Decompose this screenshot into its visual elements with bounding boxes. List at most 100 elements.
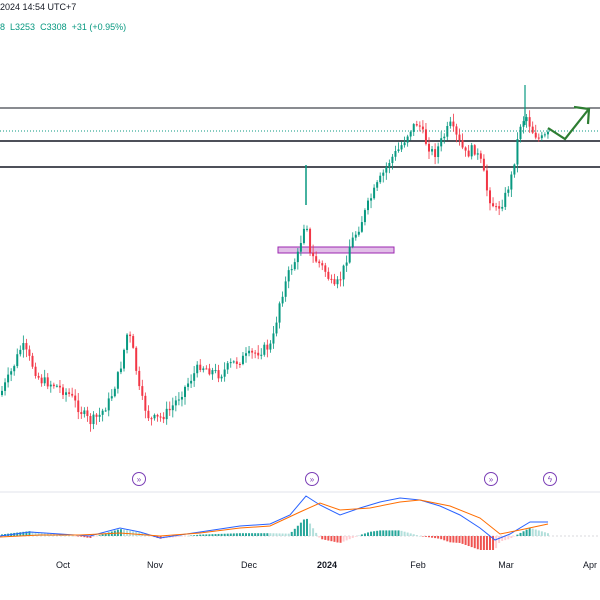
candle-body xyxy=(28,349,31,356)
candle-body xyxy=(119,368,122,373)
candle-body xyxy=(336,279,339,285)
candle-body xyxy=(376,182,379,188)
ohlc-tail: 8 xyxy=(0,22,6,32)
candle-body xyxy=(184,386,186,397)
candle-body xyxy=(245,353,247,356)
histogram-bar xyxy=(324,536,327,540)
event-marker-2[interactable]: » xyxy=(305,472,319,486)
candle-body xyxy=(162,416,165,420)
event-marker-3[interactable]: » xyxy=(484,472,498,486)
candle-body xyxy=(452,121,455,127)
event-marker-4[interactable]: ϟ xyxy=(543,472,557,486)
candle-body xyxy=(190,380,193,384)
histogram-bar xyxy=(321,536,324,540)
candle-body xyxy=(534,132,537,138)
candle-body xyxy=(92,414,95,425)
histogram-bar xyxy=(458,536,461,543)
candle-body xyxy=(525,117,528,122)
candle-body xyxy=(342,265,345,280)
candle-body xyxy=(315,256,318,262)
candle-body xyxy=(370,198,373,201)
histogram-bar xyxy=(449,536,452,543)
histogram-bar xyxy=(254,533,257,536)
histogram-bar xyxy=(177,536,180,537)
candle-body xyxy=(409,131,412,137)
candle-body xyxy=(382,172,385,176)
candle-body xyxy=(168,408,171,411)
candle-body xyxy=(418,125,421,127)
candle-body xyxy=(458,134,461,141)
candle-body xyxy=(290,269,293,271)
candle-body xyxy=(284,281,287,297)
histogram-bar xyxy=(339,536,342,543)
histogram-bar xyxy=(357,535,360,537)
histogram-bar xyxy=(238,533,241,536)
candle-body xyxy=(348,246,351,263)
histogram-bar xyxy=(287,533,290,536)
histogram-bar xyxy=(360,534,363,536)
histogram-bar xyxy=(431,536,434,538)
candle-body xyxy=(312,252,315,257)
histogram-bar xyxy=(391,530,394,536)
candle-body xyxy=(516,139,519,165)
candle-body xyxy=(55,385,58,387)
x-label-dec: Dec xyxy=(240,560,258,570)
candle-body xyxy=(388,163,391,168)
ohlc-close: C3308 xyxy=(40,22,67,32)
histogram-bar xyxy=(424,536,427,537)
histogram-bar xyxy=(77,536,80,537)
candle-body xyxy=(52,384,55,387)
histogram-bar xyxy=(296,525,299,536)
candle-body xyxy=(309,228,312,253)
histogram-bar xyxy=(421,536,424,537)
event-marker-1[interactable]: » xyxy=(132,472,146,486)
candle-body xyxy=(510,174,513,190)
candle-body xyxy=(74,395,77,401)
candle-body xyxy=(58,385,61,388)
candle-body xyxy=(193,373,196,381)
histogram-bar xyxy=(519,532,522,536)
histogram-bar xyxy=(540,531,543,536)
histogram-bar xyxy=(440,536,443,540)
candle-body xyxy=(150,418,153,420)
histogram-bar xyxy=(379,530,382,536)
histogram-bar xyxy=(171,536,174,538)
candle-body xyxy=(519,126,522,140)
histogram-bar xyxy=(269,533,272,536)
candle-body xyxy=(226,363,229,370)
candle-body xyxy=(202,368,205,371)
histogram-bar xyxy=(217,533,220,536)
candle-body xyxy=(141,386,144,396)
histogram-bar xyxy=(333,536,336,542)
candle-body xyxy=(470,145,473,157)
histogram-bar xyxy=(187,535,190,537)
histogram-bar xyxy=(65,535,68,536)
candle-body xyxy=(531,126,534,133)
histogram-bar xyxy=(235,533,238,536)
histogram-bar xyxy=(251,533,254,536)
histogram-bar xyxy=(98,535,101,536)
candle-body xyxy=(492,203,495,207)
macd-line xyxy=(0,495,548,541)
histogram-bar xyxy=(443,536,446,541)
candle-body xyxy=(324,265,327,272)
ohlc-low: L3253 xyxy=(10,22,36,32)
candle-body xyxy=(287,270,290,282)
candle-body xyxy=(214,370,217,372)
candle-body xyxy=(110,396,113,399)
candle-body xyxy=(101,410,104,415)
candle-body xyxy=(263,344,266,355)
histogram-bar xyxy=(531,528,534,536)
candle-body xyxy=(354,234,357,238)
candle-body xyxy=(80,412,83,415)
histogram-bar xyxy=(373,531,376,536)
candle-body xyxy=(412,124,415,132)
histogram-bar xyxy=(208,534,211,536)
histogram-bar xyxy=(184,536,186,537)
candle-body xyxy=(345,262,348,266)
candle-body xyxy=(431,149,434,152)
candle-body xyxy=(254,352,257,354)
histogram-bar xyxy=(293,528,296,536)
histogram-bar xyxy=(318,536,321,538)
